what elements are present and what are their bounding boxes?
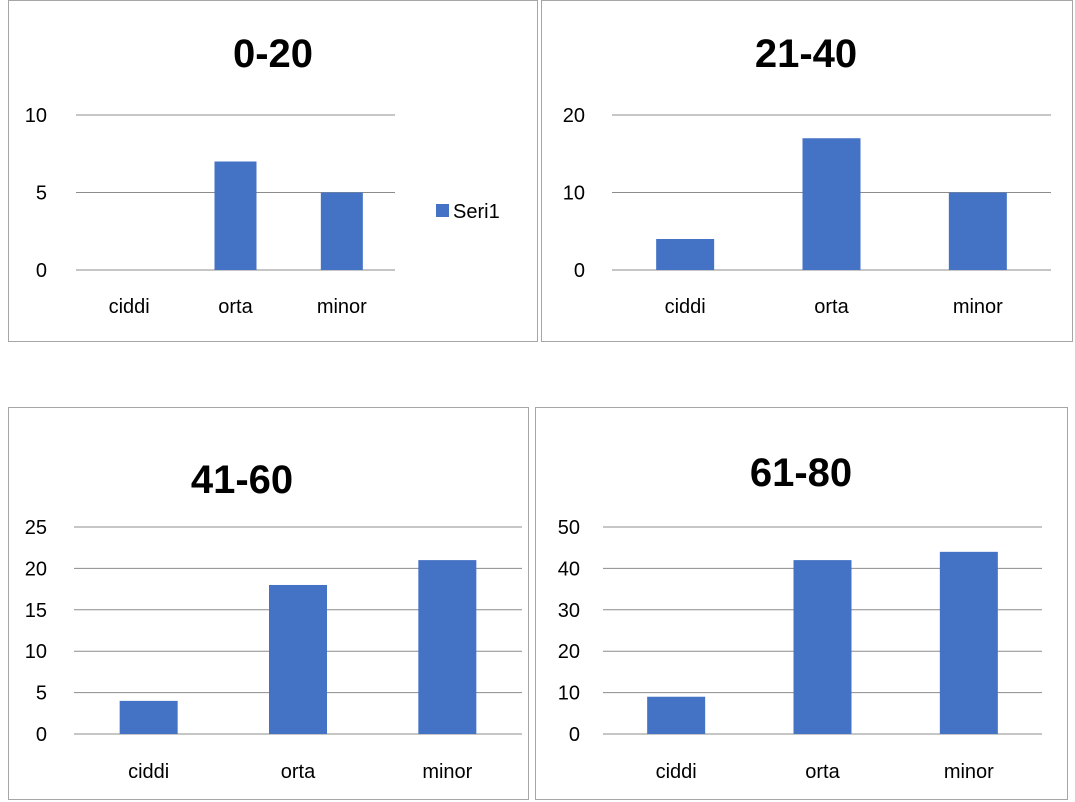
y-tick-label: 20 [25, 558, 47, 580]
y-tick-label: 10 [563, 183, 585, 205]
y-tick-label: 5 [36, 183, 47, 205]
x-category-label: minor [953, 296, 1003, 318]
y-tick-label: 20 [563, 105, 585, 127]
chart-svg: 61-80 0 10 20 30 40 50 ciddi orta minor [558, 451, 1042, 783]
legend-label: Seri1 [453, 201, 500, 223]
bar-ciddi [656, 239, 715, 270]
bar-orta [214, 161, 257, 270]
y-tick-label: 10 [558, 683, 580, 705]
x-category-label: ciddi [128, 761, 169, 783]
y-tick-label: 0 [574, 260, 585, 282]
bar-orta [793, 560, 852, 734]
chart-title: 21-40 [755, 32, 857, 76]
bar-orta [269, 584, 327, 734]
bar-orta [802, 138, 861, 270]
y-tick-label: 15 [25, 600, 47, 622]
y-tick-label: 10 [25, 105, 47, 127]
bar-ciddi [647, 696, 706, 734]
bar-minor [418, 560, 477, 734]
bar-ciddi [119, 700, 178, 734]
chart-title: 0-20 [233, 32, 313, 76]
chart-panel-61-80: 61-80 0 10 20 30 40 50 ciddi orta minor [535, 407, 1068, 800]
y-tick-label: 50 [558, 517, 580, 539]
chart-panel-0-20: 0-20 0 5 10 ciddi orta minor Seri1 [8, 0, 538, 342]
x-category-label: minor [422, 761, 472, 783]
bar-minor [948, 192, 1007, 270]
bar-minor [320, 192, 363, 270]
y-tick-label: 10 [25, 641, 47, 663]
chart-svg: 0-20 0 5 10 ciddi orta minor Seri1 [25, 32, 500, 318]
x-category-label: ciddi [109, 296, 150, 318]
x-category-label: ciddi [656, 761, 697, 783]
x-category-label: orta [281, 761, 316, 783]
y-tick-label: 25 [25, 517, 47, 539]
x-category-label: minor [317, 296, 367, 318]
chart-title: 41-60 [191, 458, 293, 502]
chart-panel-21-40: 21-40 0 10 20 ciddi orta minor [541, 0, 1073, 342]
y-tick-label: 0 [36, 724, 47, 746]
x-category-label: orta [805, 761, 840, 783]
y-tick-label: 40 [558, 558, 580, 580]
chart-svg: 41-60 0 5 10 15 20 25 ciddi orta minor [25, 458, 522, 783]
chart-title: 61-80 [750, 451, 852, 495]
x-category-label: minor [944, 761, 994, 783]
y-tick-label: 0 [569, 724, 580, 746]
y-tick-label: 5 [36, 683, 47, 705]
y-tick-label: 30 [558, 600, 580, 622]
y-tick-label: 20 [558, 641, 580, 663]
chart-svg: 21-40 0 10 20 ciddi orta minor [563, 32, 1051, 318]
x-category-label: ciddi [665, 296, 706, 318]
chart-panel-41-60: 41-60 0 5 10 15 20 25 ciddi orta minor [8, 407, 529, 800]
bar-minor [939, 551, 998, 734]
x-category-label: orta [218, 296, 253, 318]
legend-swatch [436, 204, 449, 217]
x-category-label: orta [814, 296, 849, 318]
y-tick-label: 0 [36, 260, 47, 282]
